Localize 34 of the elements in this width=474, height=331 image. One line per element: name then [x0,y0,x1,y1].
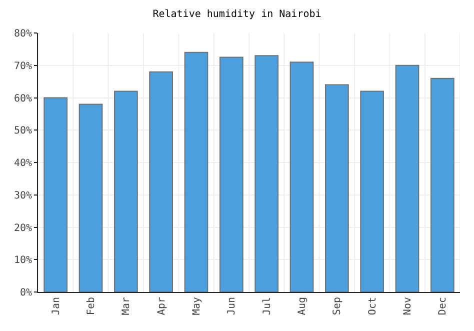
y-tick-label: 0% [20,288,32,298]
x-tick-label: Sep [332,297,344,316]
bar [219,56,244,292]
bar [44,97,68,292]
x-tick-label: May [192,297,202,316]
x-tick-label: Jul [262,297,273,316]
y-tick-label: 60% [14,93,32,104]
x-tick-label: Jan [50,297,62,316]
bar [149,71,174,292]
x-tick-label: Dec [438,297,449,316]
bar [254,55,279,292]
bar [360,90,384,292]
bar [184,52,208,292]
x-tick-label: Feb [86,297,97,316]
x-tick-label: Nov [402,297,414,316]
y-tick-label: 50% [14,126,32,137]
y-tick-label: 30% [14,190,32,202]
x-tick-label: Oct [367,297,378,316]
x-tick-label: Mar [121,297,132,316]
bar [324,84,349,292]
bar [114,90,138,292]
bar [290,62,314,292]
y-tick-label: 20% [14,222,32,234]
x-tick-label: Jun [226,297,238,316]
y-tick-label: 70% [14,60,32,72]
bar [395,64,420,292]
bar [78,104,103,292]
y-tick-label: 10% [14,255,32,266]
x-tick-label: Aug [297,297,308,316]
bar [430,78,454,292]
y-tick-label: 40% [14,158,32,169]
y-tick-label: 80% [14,28,32,40]
chart-title: Relative humidity in Nairobi [152,8,322,20]
x-tick-label: Apr [156,297,168,316]
